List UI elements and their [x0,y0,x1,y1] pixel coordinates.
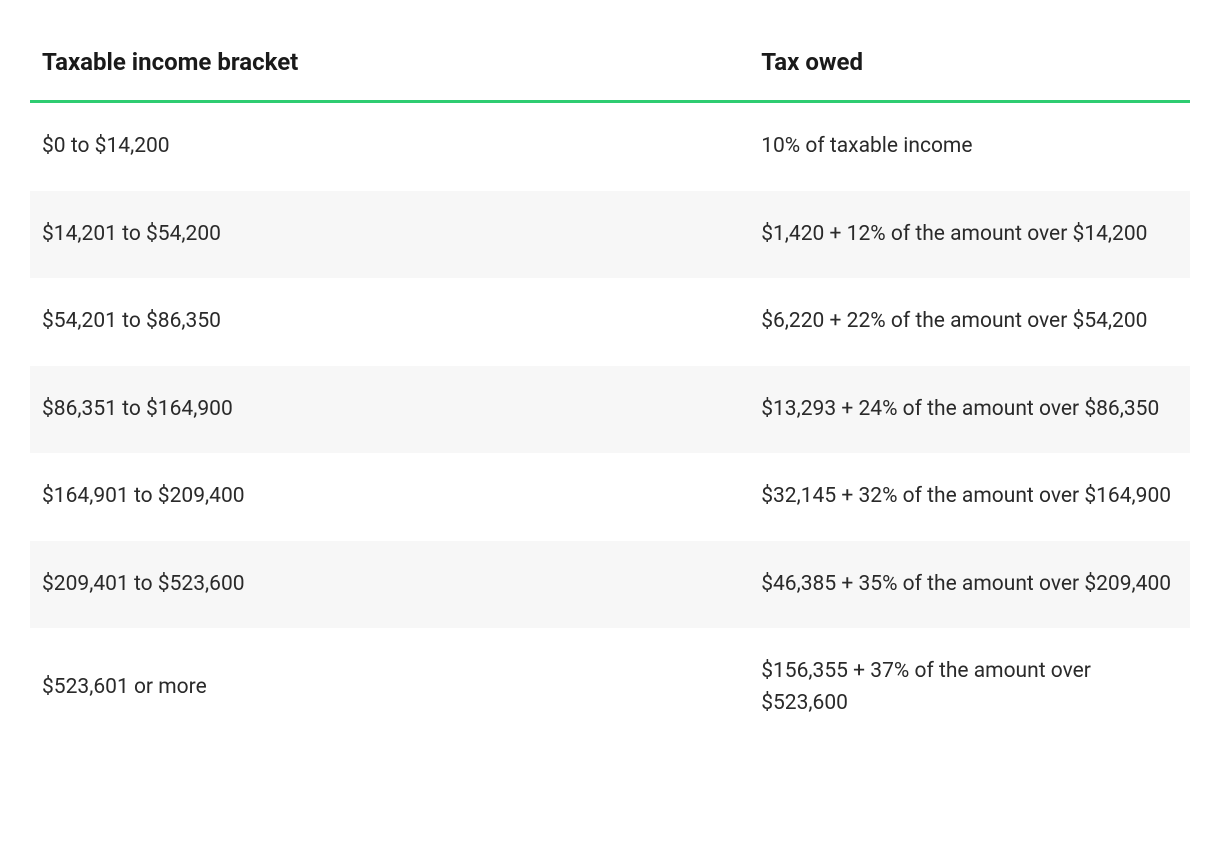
column-header-owed: Tax owed [749,30,1190,102]
cell-bracket: $0 to $14,200 [30,102,749,191]
cell-owed: $6,220 + 22% of the amount over $54,200 [749,278,1190,366]
cell-bracket: $164,901 to $209,400 [30,453,749,541]
table-row: $86,351 to $164,900 $13,293 + 24% of the… [30,366,1190,454]
column-header-bracket: Taxable income bracket [30,30,749,102]
table-row: $523,601 or more $156,355 + 37% of the a… [30,628,1190,747]
cell-bracket: $86,351 to $164,900 [30,366,749,454]
table-header-row: Taxable income bracket Tax owed [30,30,1190,102]
cell-bracket: $523,601 or more [30,628,749,747]
table-row: $0 to $14,200 10% of taxable income [30,102,1190,191]
table-row: $14,201 to $54,200 $1,420 + 12% of the a… [30,191,1190,279]
tax-bracket-table: Taxable income bracket Tax owed $0 to $1… [30,30,1190,747]
cell-bracket: $14,201 to $54,200 [30,191,749,279]
cell-owed: $32,145 + 32% of the amount over $164,90… [749,453,1190,541]
table-row: $54,201 to $86,350 $6,220 + 22% of the a… [30,278,1190,366]
cell-bracket: $209,401 to $523,600 [30,541,749,629]
table-row: $209,401 to $523,600 $46,385 + 35% of th… [30,541,1190,629]
cell-owed: $1,420 + 12% of the amount over $14,200 [749,191,1190,279]
cell-owed: $13,293 + 24% of the amount over $86,350 [749,366,1190,454]
table-row: $164,901 to $209,400 $32,145 + 32% of th… [30,453,1190,541]
cell-owed: $46,385 + 35% of the amount over $209,40… [749,541,1190,629]
cell-owed: $156,355 + 37% of the amount over $523,6… [749,628,1190,747]
cell-bracket: $54,201 to $86,350 [30,278,749,366]
cell-owed: 10% of taxable income [749,102,1190,191]
